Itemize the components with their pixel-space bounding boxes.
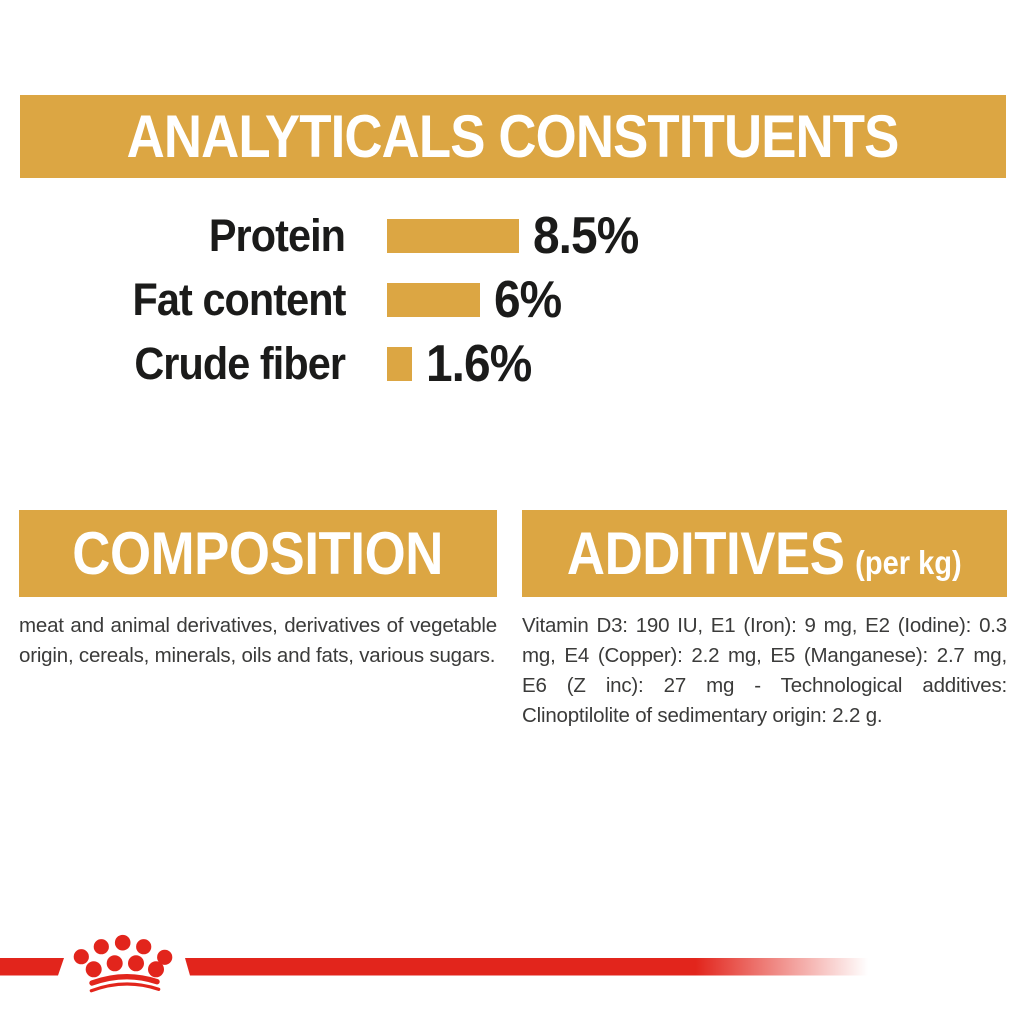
crude-fiber-label: Crude fiber bbox=[134, 338, 346, 389]
analytical-constituents-title: ANALYTICALS CONSTITUENTS bbox=[127, 103, 900, 170]
royal-canin-crown-logo bbox=[73, 934, 173, 993]
additives-banner: ADDITIVES (per kg) bbox=[522, 510, 1007, 597]
additives-text: Vitamin D3: 190 IU, E1 (Iron): 9 mg, E2 … bbox=[522, 614, 1007, 727]
protein-label: Protein bbox=[208, 210, 346, 261]
crude-fiber-bar bbox=[387, 347, 412, 381]
protein-value: 8.5% bbox=[533, 207, 639, 265]
fat-content-label: Fat content bbox=[132, 274, 346, 325]
additives-section: ADDITIVES (per kg) Vitamin D3: 190 IU, E1… bbox=[522, 510, 1007, 731]
additives-heading: ADDITIVES bbox=[567, 520, 845, 587]
chart-row-crude-fiber: Crude fiber 1.6% bbox=[0, 332, 740, 396]
composition-text: meat and animal derivatives, derivatives… bbox=[19, 614, 497, 667]
analytical-constituents-banner: ANALYTICALS CONSTITUENTS bbox=[20, 95, 1006, 178]
analytical-constituents-chart: Protein 8.5% Fat content 6% Crude fiber … bbox=[0, 204, 740, 396]
red-divider-line-right bbox=[185, 958, 875, 976]
red-divider-line-left bbox=[0, 958, 64, 976]
composition-heading: COMPOSITION bbox=[72, 520, 444, 587]
chart-row-fat-content: Fat content 6% bbox=[0, 268, 740, 332]
crude-fiber-value: 1.6% bbox=[426, 335, 532, 393]
composition-section: COMPOSITION meat and animal derivatives,… bbox=[19, 510, 497, 671]
chart-row-protein: Protein 8.5% bbox=[0, 204, 740, 268]
composition-banner: COMPOSITION bbox=[19, 510, 497, 597]
additives-heading-suffix: (per kg) bbox=[855, 544, 962, 581]
fat-content-bar bbox=[387, 283, 480, 317]
protein-bar bbox=[387, 219, 519, 253]
fat-content-value: 6% bbox=[494, 271, 562, 329]
